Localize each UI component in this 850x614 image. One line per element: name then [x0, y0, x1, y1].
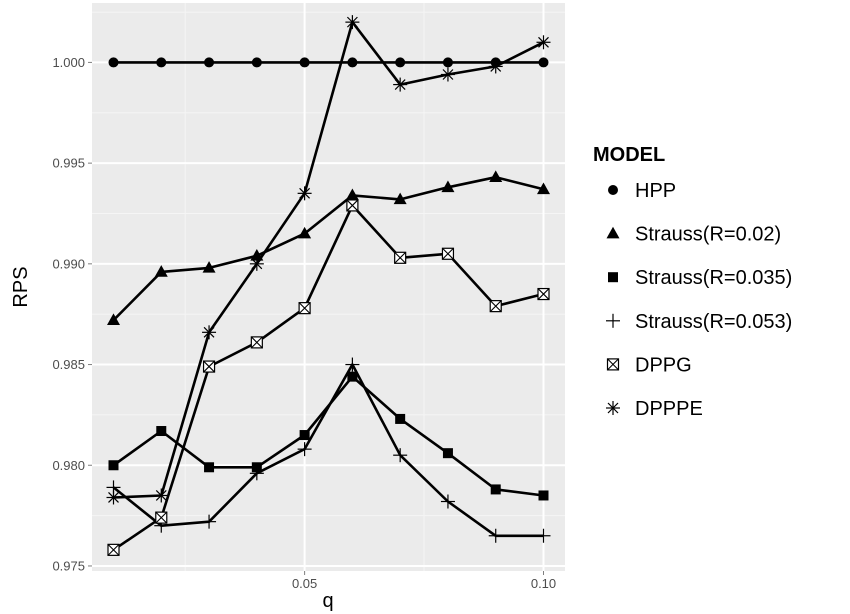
data-point-strauss-r-0-053 [345, 357, 360, 372]
data-point-strauss-r-0-02 [441, 180, 455, 193]
data-point-strauss-r-0-053 [440, 494, 455, 509]
data-point-hpp [299, 57, 310, 68]
data-point-dppg [202, 360, 216, 373]
data-point-strauss-r-0-053 [202, 514, 217, 529]
legend-key-dpppe [606, 401, 620, 415]
y-axis-title: RPS [10, 266, 32, 307]
data-point-dpppe [106, 490, 121, 505]
legend-label-dpppe: DPPPE [635, 398, 703, 420]
data-point-strauss-r-0-02 [250, 248, 264, 261]
data-point-dppg [250, 336, 263, 349]
legend-key-strauss-r-0-035 [608, 272, 618, 283]
legend-title: MODEL [593, 144, 665, 166]
legend-label-strauss-r-0-035: Strauss(R=0.035) [635, 267, 792, 289]
data-point-dppg [441, 247, 455, 260]
data-point-hpp [347, 57, 358, 68]
x-tick-label: 0.10 [531, 576, 556, 591]
data-point-strauss-r-0-02 [393, 192, 407, 205]
data-point-strauss-r-0-02 [298, 226, 312, 239]
data-point-hpp [204, 57, 215, 68]
x-tick-label: 0.05 [292, 576, 317, 591]
data-point-dpppe [488, 59, 503, 74]
data-point-strauss-r-0-035 [490, 484, 501, 495]
legend-key-strauss-r-0-053 [606, 313, 620, 328]
data-point-strauss-r-0-02 [107, 313, 120, 326]
series-line-dppg [112, 204, 544, 551]
series-lines [112, 20, 545, 551]
legend-key-dppg [606, 358, 620, 371]
data-point-strauss-r-0-053 [249, 466, 264, 481]
minor-gridlines [92, 3, 565, 571]
legend-label-hpp: HPP [635, 180, 676, 202]
y-tick-label: 0.985 [52, 357, 85, 372]
data-point-hpp [395, 57, 406, 68]
data-point-strauss-r-0-053 [393, 448, 408, 463]
panel-background [92, 3, 565, 571]
legend-key-strauss-r-0-02 [606, 226, 620, 239]
y-tick-label: 0.980 [52, 458, 85, 473]
legend-label-dppg: DPPG [635, 354, 692, 376]
data-point-dppg [346, 199, 359, 212]
legend-label-strauss-r-0-02: Strauss(R=0.02) [635, 224, 781, 246]
data-point-hpp [538, 57, 549, 68]
data-point-dppg [298, 302, 311, 315]
y-tick-label: 0.990 [52, 256, 85, 271]
data-point-strauss-r-0-035 [299, 430, 310, 441]
data-point-dpppe [536, 35, 551, 50]
data-point-strauss-r-0-035 [538, 490, 549, 501]
x-axis: 0.05 0.10 [292, 571, 556, 591]
series-line-strauss-r-0-02 [112, 175, 544, 322]
data-point-dpppe [440, 67, 455, 82]
data-point-strauss-r-0-02 [202, 261, 216, 273]
data-point-hpp [442, 57, 453, 68]
legend-key-hpp [608, 185, 618, 195]
data-point-strauss-r-0-053 [297, 442, 312, 457]
data-point-strauss-r-0-035 [395, 413, 406, 424]
y-tick-label: 1.000 [52, 55, 85, 70]
data-point-strauss-r-0-02 [154, 265, 168, 277]
data-point-strauss-r-0-035 [108, 460, 119, 471]
data-point-hpp [156, 57, 167, 68]
data-point-dpppe [345, 15, 360, 30]
legend-label-strauss-r-0-053: Strauss(R=0.053) [635, 311, 792, 333]
x-axis-title: q [322, 590, 333, 612]
data-point-strauss-r-0-02 [489, 170, 503, 183]
data-point-hpp [251, 57, 262, 68]
data-point-dpppe [297, 186, 312, 201]
y-axis: 0.975 0.980 0.985 0.990 0.995 1.000 [52, 55, 92, 573]
data-point-strauss-r-0-035 [442, 448, 453, 459]
data-point-strauss-r-0-035 [156, 426, 167, 437]
series-line-dpppe [113, 20, 545, 499]
data-point-dppg [155, 511, 168, 524]
data-point-strauss-r-0-053 [488, 528, 503, 543]
data-point-dpppe [393, 77, 408, 92]
series-points [106, 15, 551, 556]
data-point-strauss-r-0-053 [536, 528, 551, 543]
data-point-dppg [489, 300, 502, 313]
data-point-dpppe [249, 256, 264, 271]
data-point-dppg [537, 287, 550, 301]
legend: MODEL HPP Strauss(R=0.02) Strauss(R=0.035)… [593, 144, 792, 420]
data-point-strauss-r-0-035 [347, 371, 358, 382]
data-point-strauss-r-0-035 [204, 462, 215, 473]
data-point-strauss-r-0-02 [537, 182, 550, 195]
y-tick-label: 0.995 [52, 156, 85, 171]
data-point-dppg [394, 251, 407, 264]
series-line-strauss-r-0-053 [112, 363, 544, 538]
data-point-dppg [107, 543, 120, 556]
data-point-dpppe [202, 325, 217, 340]
data-point-strauss-r-0-02 [345, 188, 359, 201]
y-tick-label: 0.975 [52, 558, 85, 573]
data-point-hpp [108, 57, 119, 68]
data-point-dpppe [154, 488, 169, 503]
